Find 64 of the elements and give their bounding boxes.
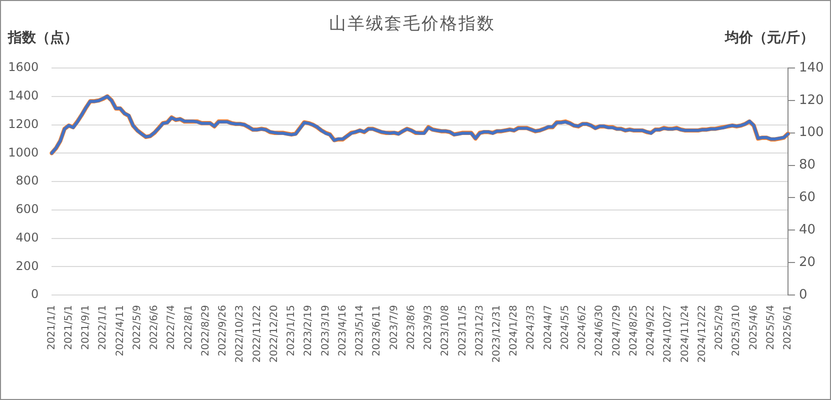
y-tick-label: 800 (16, 174, 39, 188)
y2-tick-label: 100 (799, 125, 824, 140)
x-tick-label: 2024/6/2 (577, 305, 588, 350)
y-tick-label: 0 (31, 287, 39, 302)
x-tick-label: 2021/5/1 (63, 305, 74, 350)
y-tick-label: 1000 (8, 145, 39, 160)
y-tick-label: 400 (16, 230, 39, 244)
x-tick-label: 2022/1/1 (98, 305, 109, 350)
x-tick-label: 2024/12/22 (696, 305, 708, 363)
x-tick-label: 2022/5/9 (132, 305, 143, 350)
x-tick-label: 2025/5/4 (765, 305, 776, 350)
x-tick-label: 2023/5/14 (354, 305, 366, 356)
x-tick-label: 2024/6/30 (594, 305, 606, 356)
x-tick-label: 2023/12/31 (492, 305, 502, 363)
x-tick-label: 2022/8/1 (183, 305, 194, 350)
x-tick-label: 2022/6/6 (149, 305, 160, 350)
x-tick-label: 2023/9/3 (423, 305, 434, 350)
y-tick-label: 1400 (8, 88, 39, 102)
x-tick-label: 2022/11/22 (252, 305, 263, 363)
x-tick-label: 2023/2/19 (303, 305, 314, 356)
y-axis-title: 指数（点） (8, 29, 78, 47)
y2-tick-label: 0 (799, 287, 808, 302)
y-tick-label: 1200 (8, 116, 39, 131)
y-tick-label: 200 (16, 258, 39, 273)
x-tick-label: 2023/8/6 (406, 305, 417, 350)
y2-tick-label: 80 (799, 158, 816, 173)
x-tick-label: 2025/4/6 (748, 305, 760, 350)
x-tick-label: 2024/7/29 (611, 305, 622, 356)
x-tick-label: 2023/3/19 (320, 305, 332, 356)
y2-tick-label: 120 (799, 92, 824, 108)
y2-tick-label: 40 (799, 222, 816, 238)
x-tick-label: 2024/11/24 (680, 305, 691, 363)
x-tick-label: 2022/9/26 (218, 305, 229, 356)
x-tick-label: 2024/9/22 (646, 305, 657, 356)
x-tick-label: 2023/12/3 (474, 305, 486, 356)
y2-tick-label: 60 (799, 190, 816, 206)
x-tick-label: 2023/6/11 (372, 305, 383, 356)
x-tick-label: 2022/12/20 (268, 305, 280, 363)
x-tick-label: 2023/1/15 (286, 305, 298, 356)
x-tick-label: 2025/3/10 (731, 305, 742, 356)
x-tick-label: 2022/10/23 (234, 305, 246, 363)
chart-title: 山羊绒套毛价格指数 (328, 14, 496, 34)
y2-tick-label: 20 (799, 254, 816, 270)
x-tick-label: 2022/7/4 (166, 305, 178, 350)
x-tick-label: 2024/1/28 (508, 305, 520, 356)
y2-axis-title: 均价（元/斤） (724, 29, 814, 47)
x-tick-label: 2024/5/5 (560, 305, 571, 350)
x-tick-label: 2024/4/7 (542, 305, 554, 350)
x-tick-label: 2024/3/3 (526, 305, 537, 350)
x-tick-label: 2024/8/25 (628, 305, 640, 356)
x-tick-label: 2025/2/9 (714, 305, 726, 350)
x-tick-label: 2024/10/27 (662, 305, 674, 363)
x-tick-label: 2023/4/16 (337, 305, 348, 356)
x-tick-label: 2023/10/8 (440, 305, 452, 356)
y2-tick-label: 140 (799, 60, 824, 76)
x-tick-label: 2025/6/1 (782, 305, 794, 350)
y-tick-label: 600 (16, 202, 39, 216)
x-tick-label: 2021/9/1 (80, 305, 92, 350)
x-tick-label: 2023/11/5 (457, 305, 468, 356)
x-tick-label: 2022/8/29 (200, 305, 212, 356)
x-tick-label: 2023/7/9 (388, 305, 400, 350)
x-tick-label: 2022/4/11 (114, 305, 126, 356)
x-tick-label: 2021/1/1 (46, 305, 58, 350)
y-tick-label: 1600 (8, 60, 39, 74)
